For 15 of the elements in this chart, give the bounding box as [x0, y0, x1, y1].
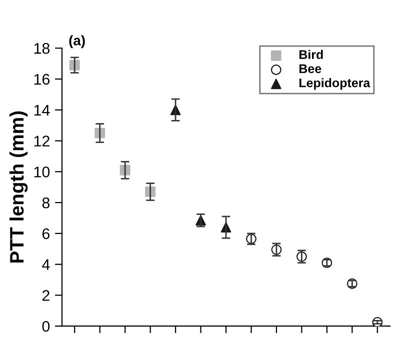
- legend-label: Bee: [299, 64, 322, 74]
- y-axis-title: PTT length (mm): [9, 111, 28, 263]
- y-tick-label: 14: [34, 104, 50, 116]
- y-tick-label: 0: [42, 320, 50, 332]
- y-tick-label: 16: [34, 74, 50, 85]
- y-tick-label: 18: [34, 43, 50, 54]
- text: (a): [69, 35, 85, 48]
- legend-label: Lepidoptera: [299, 78, 370, 90]
- legend-label: Bird: [299, 50, 323, 60]
- y-tick-label: 4: [42, 259, 50, 270]
- y-tick-label: 10: [34, 166, 50, 178]
- y-tick-label: 12: [34, 136, 50, 146]
- y-tick-label: 6: [42, 228, 50, 240]
- y-tick-label: 8: [42, 197, 50, 208]
- y-tick-label: 2: [42, 290, 50, 301]
